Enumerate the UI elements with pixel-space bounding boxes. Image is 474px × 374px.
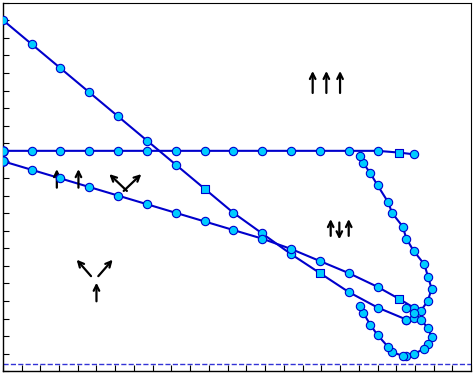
Point [424,298,432,304]
Point [0,158,7,164]
Point [287,251,295,257]
Point [258,236,266,242]
Point [374,304,381,310]
Point [395,150,403,156]
Point [56,65,64,71]
Point [114,148,122,154]
Point [258,148,266,154]
Point [374,332,381,338]
Point [384,344,392,350]
Point [287,148,295,154]
Point [366,322,374,328]
Point [345,289,353,295]
Point [201,186,209,192]
Point [201,218,209,224]
Point [172,210,180,216]
Point [359,160,367,166]
Point [28,148,36,154]
Point [402,353,410,359]
Point [410,315,418,321]
Point [356,303,363,309]
Point [114,113,122,119]
Point [0,148,7,154]
Point [399,224,407,230]
Point [114,193,122,199]
Point [402,236,410,242]
Point [395,296,403,302]
Point [229,210,237,216]
Point [56,148,64,154]
Point [399,353,407,359]
Point [417,316,425,322]
Point [402,316,410,322]
Point [172,148,180,154]
Point [374,182,381,188]
Point [374,148,381,154]
Point [410,310,418,316]
Point [345,148,353,154]
Point [28,167,36,173]
Point [143,148,151,154]
Point [366,170,374,176]
Point [316,258,324,264]
Point [143,138,151,144]
Point [424,341,432,347]
Point [420,346,428,352]
Point [410,248,418,254]
Point [229,148,237,154]
Point [0,158,7,164]
Point [56,175,64,181]
Point [388,210,396,216]
Point [201,148,209,154]
Point [402,304,410,310]
Point [402,316,410,322]
Point [420,261,428,267]
Point [85,89,93,95]
Point [417,308,425,314]
Point [428,286,436,292]
Point [0,148,7,154]
Point [28,41,36,47]
Point [356,153,363,159]
Point [410,151,418,157]
Point [316,270,324,276]
Point [229,227,237,233]
Point [384,199,392,205]
Point [424,273,432,279]
Point [428,334,436,340]
Point [345,270,353,276]
Point [85,148,93,154]
Point [143,201,151,207]
Point [410,304,418,310]
Point [258,230,266,236]
Point [424,325,432,331]
Point [287,246,295,252]
Point [172,162,180,168]
Point [0,17,7,23]
Point [410,351,418,357]
Point [388,349,396,355]
Point [85,184,93,190]
Point [359,310,367,316]
Point [316,148,324,154]
Point [374,284,381,290]
